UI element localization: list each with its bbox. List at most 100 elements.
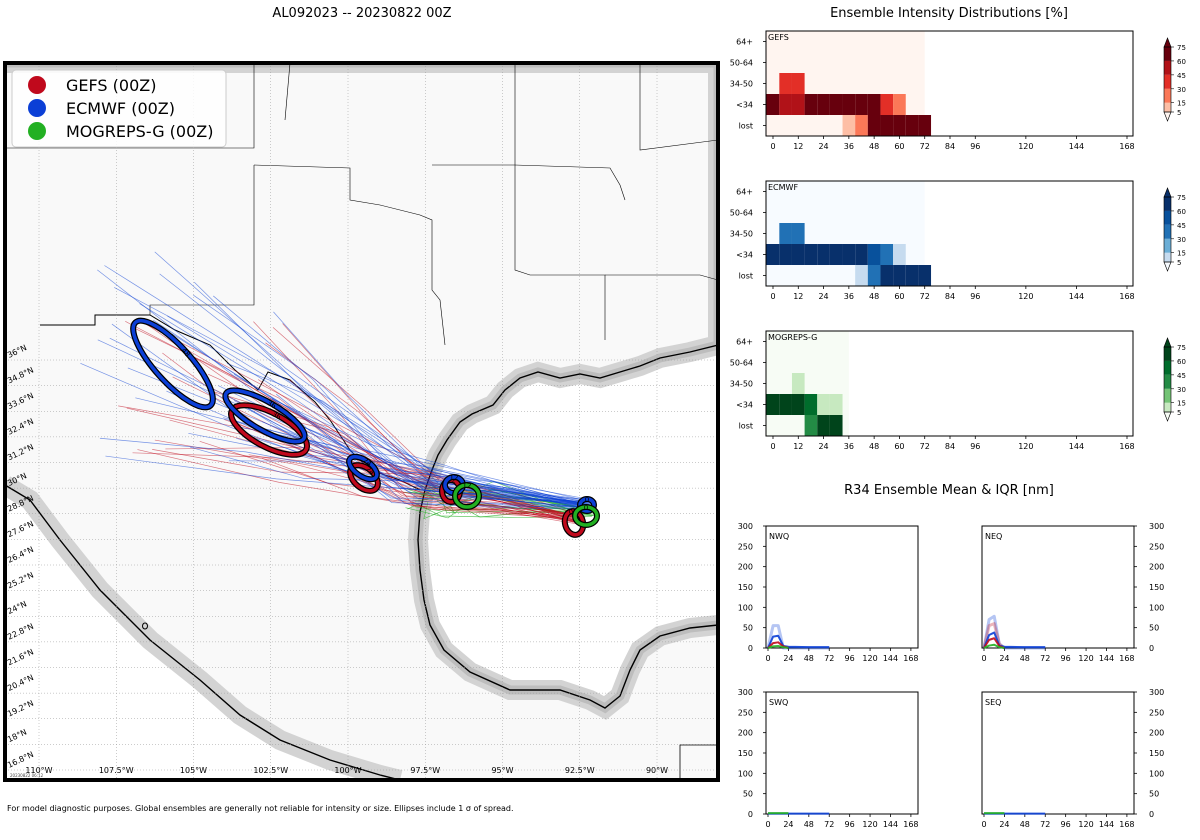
- r34-xtick-label: 0: [765, 654, 770, 663]
- heatmap-ytick-label: <34: [736, 401, 753, 410]
- r34-ytick-label: 50: [1149, 790, 1159, 799]
- colorbar-tick-label: 75: [1177, 194, 1186, 202]
- mogreps-ellipse-12h: 12: [452, 482, 482, 510]
- r34-ytick-label: 300: [1149, 522, 1164, 531]
- heatmap-xtick-label: 144: [1069, 142, 1084, 151]
- heatmap-cell: [804, 394, 818, 415]
- heatmap-cell: [829, 415, 843, 436]
- colorbar-segment: [1164, 374, 1171, 389]
- heatmap-xtick-label: 96: [970, 442, 980, 451]
- r34-panel-neq: NEQ 0 50 100 150 200 250 300 0 24 48 72 96 120 144 168: [981, 522, 1164, 663]
- heatmap-xtick-label: 60: [894, 292, 904, 301]
- heatmap-cell: [855, 115, 868, 136]
- heatmap-cell: [842, 115, 856, 136]
- ecmwf-ellipse-0h: 0: [577, 496, 597, 514]
- colorbar-tick-label: 30: [1177, 386, 1186, 394]
- heatmap-xtick-label: 72: [920, 442, 930, 451]
- heatmap-xtick-label: 120: [1018, 442, 1033, 451]
- r34-ytick-label: 250: [738, 542, 753, 551]
- r34-ytick-label: 100: [1149, 769, 1164, 778]
- heatmap-cell: [842, 94, 856, 115]
- heatmap-cell: [766, 94, 780, 115]
- r34-ytick-label: 50: [743, 790, 753, 799]
- r34-xtick-label: 168: [903, 820, 918, 829]
- heatmap-ytick-label: lost: [739, 272, 753, 281]
- heatmap-cell: [855, 94, 868, 115]
- longitude-labels: 110°W 107.5°W 105°W 102.5°W 100°W 97.5°W 95°W 9…: [25, 766, 668, 775]
- legend-marker-ecmwf: [28, 99, 46, 117]
- heatmap-xtick-label: 168: [1119, 292, 1134, 301]
- r34-xtick-label: 120: [1078, 820, 1093, 829]
- heatmap-xtick-label: 36: [844, 442, 854, 451]
- r34-xtick-label: 120: [1078, 654, 1093, 663]
- colorbar-extend-min: [1163, 261, 1172, 272]
- lon-label: 90°W: [646, 766, 668, 775]
- r34-ytick-label: 50: [1149, 624, 1159, 633]
- r34-xtick-label: 144: [1099, 820, 1114, 829]
- ecmwf-track: [153, 319, 597, 501]
- mogreps-ellipse-0h-label: 0: [584, 504, 588, 512]
- heatmap-ytick-label: 64+: [736, 338, 753, 347]
- r34-xtick-label: 168: [1119, 820, 1134, 829]
- colorbar-segment: [1164, 347, 1171, 361]
- map-timestamp: 20230822 06:12: [10, 773, 44, 778]
- heatmap-xtick-label: 84: [945, 292, 955, 301]
- ecmwf-ellipse-24h: 24: [346, 453, 380, 483]
- colorbar-segment: [1164, 238, 1171, 253]
- r34-ytick-label: 150: [738, 749, 753, 758]
- heatmap-xtick-label: 24: [818, 442, 828, 451]
- ecmwf-track: [271, 397, 595, 506]
- r34-xtick-label: 0: [765, 820, 770, 829]
- r34-xtick-label: 24: [999, 820, 1009, 829]
- r34-series-mogreps-g: [983, 643, 1005, 649]
- heatmap-ytick-label: 34-50: [730, 230, 753, 239]
- r34-quadrant-label: SEQ: [985, 698, 1001, 707]
- heatmap-cell: [905, 265, 919, 286]
- heatmap-xtick-label: 12: [793, 142, 803, 151]
- heatmap-cell: [842, 244, 856, 265]
- heatmap-xtick-label: 24: [818, 292, 828, 301]
- mogreps-ellipse-12h-label: 12: [463, 482, 472, 490]
- r34-quadrant-label: NEQ: [985, 532, 1002, 541]
- heatmap-cell: [893, 265, 906, 286]
- r34-title: R34 Ensemble Mean & IQR [nm]: [844, 483, 1054, 498]
- colorbar-segment: [1164, 360, 1171, 375]
- heatmap-xtick-label: 12: [793, 442, 803, 451]
- heatmap-xtick-label: 36: [844, 142, 854, 151]
- r34-xtick-label: 48: [804, 820, 814, 829]
- r34-ytick-label: 200: [1149, 729, 1164, 738]
- heatmap-cell: [791, 223, 805, 244]
- heatmap-xtick-label: 36: [844, 292, 854, 301]
- colorbar-segment: [1164, 88, 1171, 103]
- colorbar-tick-label: 60: [1177, 58, 1186, 66]
- mogreps-ellipse-0h-ring: [573, 505, 599, 527]
- heatmap-cell: [918, 265, 932, 286]
- legend-label-ecmwf: ECMWF (00Z): [66, 99, 175, 118]
- lon-label: 92.5°W: [565, 766, 595, 775]
- colorbar-segment: [1164, 197, 1171, 211]
- r34-ytick-label: 250: [738, 708, 753, 717]
- heatmap-cell: [817, 94, 830, 115]
- heatmap-cell: [791, 394, 805, 415]
- ecmwf-track: [167, 315, 586, 505]
- gefs-ellipse-36h-label: 36: [271, 410, 283, 422]
- heatmap-cell: [867, 94, 881, 115]
- ecmwf-track: [262, 410, 590, 502]
- colorbar-segment: [1164, 388, 1171, 403]
- r34-ytick-label: 100: [1149, 603, 1164, 612]
- heatmap-ytick-label: 50-64: [730, 359, 753, 368]
- r34-frame: [981, 525, 1135, 649]
- heatmap-ecmwf: ECMWF 64+ 50-64 34-50 <34 lost 0 12 24 36 48 60 72 84…: [730, 180, 1186, 301]
- colorbar-extend-min: [1163, 111, 1172, 122]
- r34-xtick-label: 0: [981, 654, 986, 663]
- r34-frame: [765, 525, 919, 649]
- heatmap-cell: [829, 394, 843, 415]
- heatmap-model-label: GEFS: [768, 33, 789, 42]
- r34-xtick-label: 72: [1040, 654, 1050, 663]
- colorbar-frame: [1163, 346, 1172, 413]
- r34-xtick-label: 144: [1099, 654, 1114, 663]
- heatmap-cell: [817, 244, 830, 265]
- heatmap-mogreps-g: MOGREPS-G 64+ 50-64 34-50 <34 lost 0 12 24 36 48 60…: [730, 330, 1186, 451]
- heatmap-ytick-label: 64+: [736, 38, 753, 47]
